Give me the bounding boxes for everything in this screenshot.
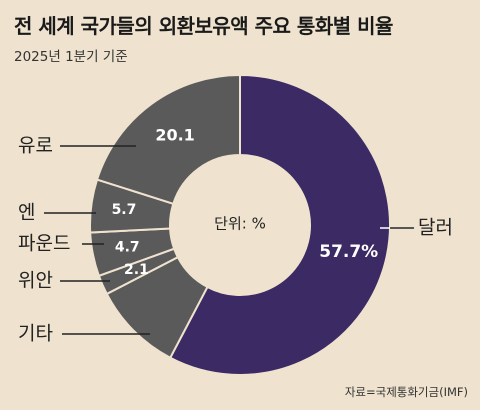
category-label-5: 유로 [18,135,53,157]
category-label-0: 달러 [418,217,453,239]
donut-slice-5 [95,73,241,206]
slice-value-label-5: 20.1 [155,126,194,145]
category-label-2: 위안 [18,270,53,292]
category-label-4: 엔 [18,202,35,224]
chart-title: 전 세계 국가들의 외환보유액 주요 통화별 비율 [14,14,393,38]
category-label-3: 파운드 [18,233,70,255]
chart-subtitle: 2025년 1분기 기준 [14,49,128,65]
source-note: 자료=국제통화기금(IMF) [344,385,468,399]
category-label-1: 기타 [18,323,53,345]
slice-value-label-2: 2.1 [124,262,149,278]
slice-value-label-4: 5.7 [112,202,137,218]
center-unit-label: 단위: % [214,215,266,233]
slice-value-label-0: 57.7% [319,242,378,262]
slice-value-label-3: 4.7 [115,240,140,256]
donut-slice-0 [168,73,391,376]
